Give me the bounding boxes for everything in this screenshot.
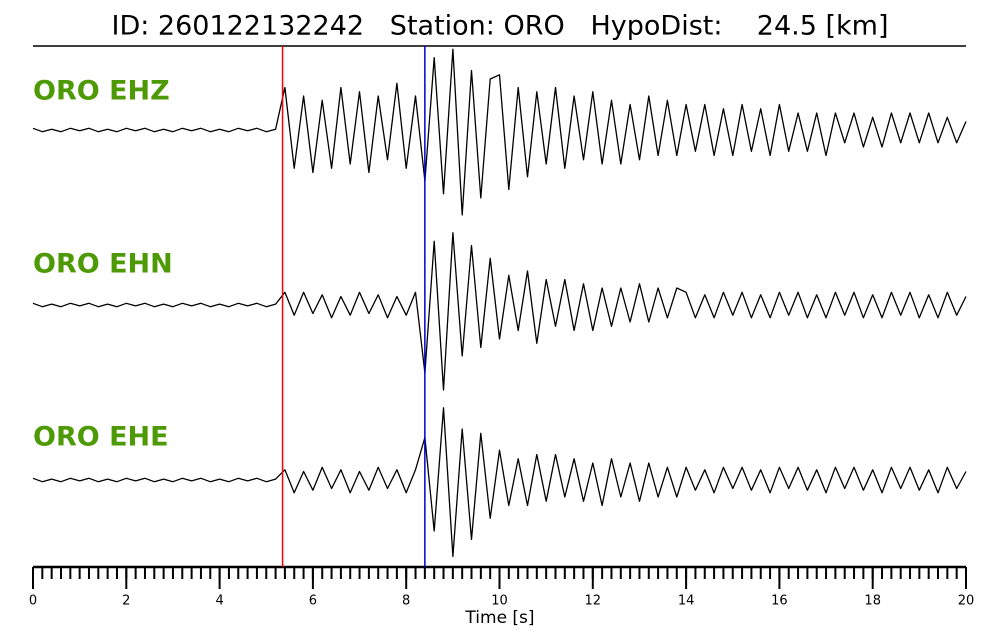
x-tick-label: 20 bbox=[958, 594, 975, 609]
waveform bbox=[32, 407, 967, 558]
waveform bbox=[32, 232, 967, 391]
x-tick-label: 10 bbox=[491, 594, 508, 609]
x-tick-label: 12 bbox=[585, 594, 602, 609]
x-tick-label: 4 bbox=[215, 594, 223, 609]
x-axis-label: Time [s] bbox=[464, 608, 534, 628]
chart-title: ID: 260122132242 Station: ORO HypoDist: … bbox=[111, 11, 888, 42]
trace-label: ORO EHE bbox=[33, 422, 169, 453]
x-tick-label: 14 bbox=[678, 594, 695, 609]
x-tick-label: 2 bbox=[122, 594, 130, 609]
x-tick-label: 6 bbox=[309, 594, 317, 609]
trace-label: ORO EHN bbox=[33, 249, 173, 280]
x-tick-label: 18 bbox=[864, 594, 881, 609]
x-tick-label: 8 bbox=[402, 594, 410, 609]
waveform bbox=[32, 48, 967, 216]
x-tick-label: 0 bbox=[29, 594, 37, 609]
x-tick-label: 16 bbox=[771, 594, 788, 609]
trace-label: ORO EHZ bbox=[33, 76, 170, 107]
